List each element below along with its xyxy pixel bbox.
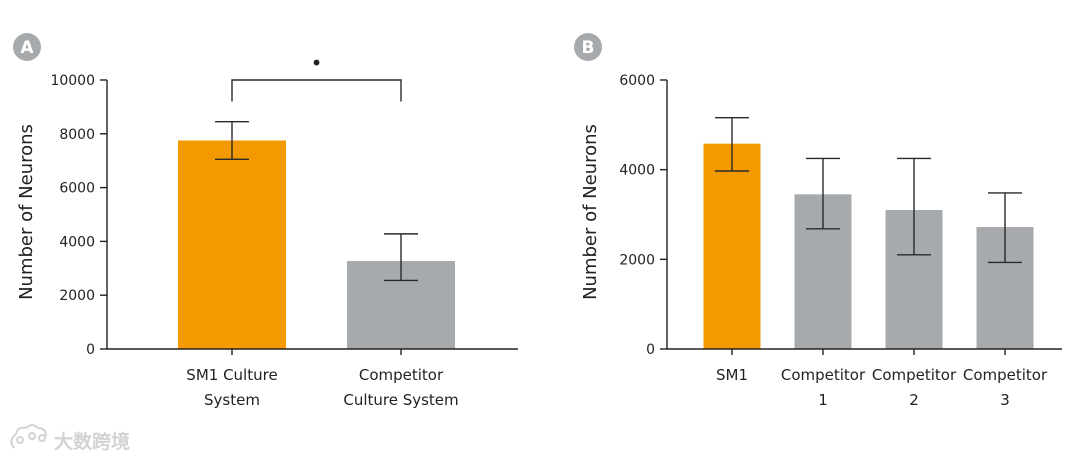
panel-b: B Number of Neurons 0 2000 4000 6000 SM1 Comp…: [574, 33, 1062, 409]
category-label-a-1: SM1 Culture System: [186, 366, 277, 409]
category-label-b-1: SM1: [716, 366, 748, 384]
error-bar-b-2: [806, 157, 840, 230]
category-label-a-2: Competitor Culture System: [343, 366, 458, 409]
y-tick-label-b-4000: 4000: [619, 163, 655, 179]
y-tick-label-b-6000: 6000: [619, 73, 655, 89]
y-axis-title-a: Number of Neurons: [16, 124, 37, 300]
y-tick-label-a-8000: 8000: [59, 127, 95, 143]
bar-a-1: [178, 140, 286, 349]
category-label-b-2: Competitor 1: [781, 366, 866, 409]
y-tick-label-a-0: 0: [86, 342, 95, 358]
panel-badge-a: [13, 33, 41, 61]
plot-area-a: 0 2000 4000 6000 8000 10000 SM1 Culture System C…: [50, 51, 518, 409]
error-bar-a-1: [215, 120, 249, 161]
category-label-b-3: Competitor 2: [872, 366, 957, 409]
y-tick-label-a-4000: 4000: [59, 234, 95, 250]
significance-bracket: [231, 79, 402, 102]
y-axis-title-b: Number of Neurons: [580, 124, 601, 300]
y-tick-label-a-6000: 6000: [59, 181, 95, 197]
error-bar-a-2: [384, 233, 418, 282]
significance-marker: •: [311, 51, 323, 75]
y-tick-label-a-2000: 2000: [59, 288, 95, 304]
panel-a: A Number of Neurons 0 2000 4000 6000 8000 100…: [13, 33, 518, 409]
category-label-b-4: Competitor 3: [963, 366, 1048, 409]
watermark-text: 大数跨境: [54, 430, 130, 453]
bar-b-1: [703, 143, 761, 349]
panel-badge-b: [574, 33, 602, 61]
cloud-logo-icon: [10, 424, 47, 449]
panel-letter-b: B: [582, 38, 595, 58]
error-bar-b-1: [715, 116, 749, 172]
error-bar-b-4: [988, 192, 1022, 264]
watermark: 大数跨境: [10, 424, 130, 453]
error-bar-b-3: [897, 157, 931, 256]
y-tick-label-b-0: 0: [646, 342, 655, 358]
panel-letter-a: A: [20, 38, 34, 58]
y-tick-label-b-2000: 2000: [619, 252, 655, 268]
y-tick-label-a-10000: 10000: [50, 73, 95, 89]
